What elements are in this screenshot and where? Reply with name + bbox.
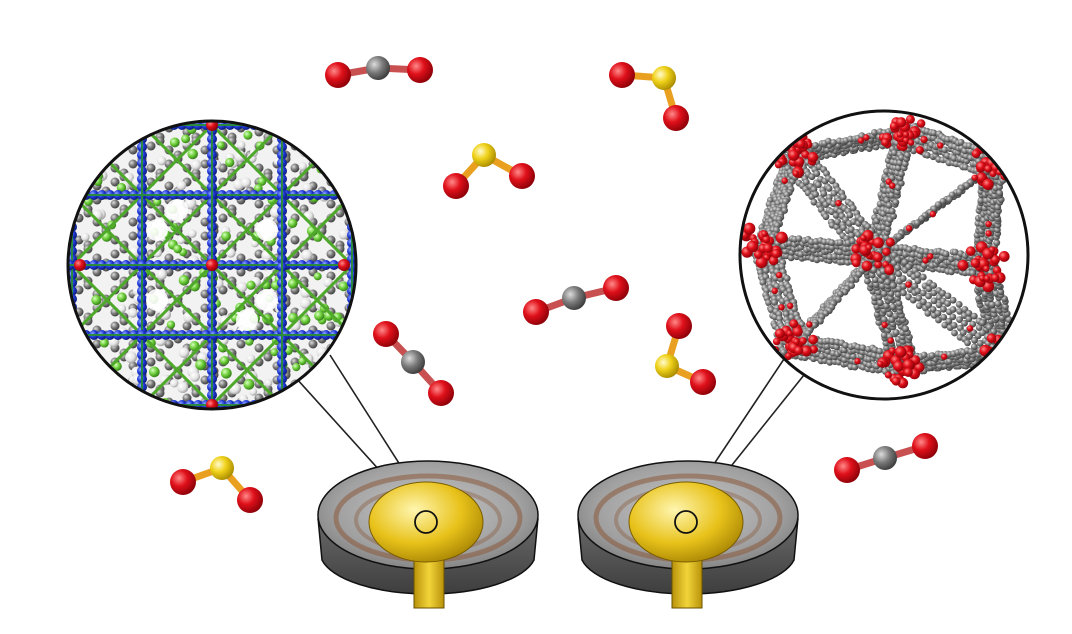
- oxygen-atom: [373, 321, 399, 347]
- sulfur-atom: [210, 456, 234, 480]
- gas-molecules: [170, 56, 938, 513]
- oxygen-atom: [170, 469, 196, 495]
- mof-structure-left: [66, 119, 358, 411]
- co2-molecule: [373, 321, 454, 406]
- oxygen-atom: [325, 62, 351, 88]
- co2-molecule: [325, 56, 433, 88]
- qcm-sensor-left: [317, 460, 539, 609]
- carbon-atom: [401, 350, 425, 374]
- co2-molecule: [523, 275, 629, 325]
- co2-molecule: [834, 433, 938, 483]
- so2-molecule: [655, 313, 716, 395]
- qcm-sensor-right: [577, 460, 799, 609]
- so2-molecule: [443, 143, 535, 199]
- oxygen-atom: [428, 380, 454, 406]
- carbon-atom: [562, 286, 586, 310]
- oxygen-atom: [237, 487, 263, 513]
- sulfur-atom: [655, 354, 679, 378]
- mof-structure-right: [738, 109, 1030, 401]
- carbon-atom: [366, 56, 390, 80]
- oxygen-atom: [663, 105, 689, 131]
- oxygen-atom: [690, 369, 716, 395]
- sulfur-atom: [652, 66, 676, 90]
- oxygen-atom: [609, 62, 635, 88]
- oxygen-atom: [523, 299, 549, 325]
- so2-molecule: [609, 62, 689, 131]
- oxygen-atom: [509, 163, 535, 189]
- oxygen-atom: [407, 57, 433, 83]
- sulfur-atom: [472, 143, 496, 167]
- oxygen-atom: [912, 433, 938, 459]
- carbon-atom: [873, 446, 897, 470]
- oxygen-atom: [603, 275, 629, 301]
- so2-molecule: [170, 456, 263, 513]
- oxygen-atom: [666, 313, 692, 339]
- oxygen-atom: [443, 173, 469, 199]
- oxygen-atom: [834, 457, 860, 483]
